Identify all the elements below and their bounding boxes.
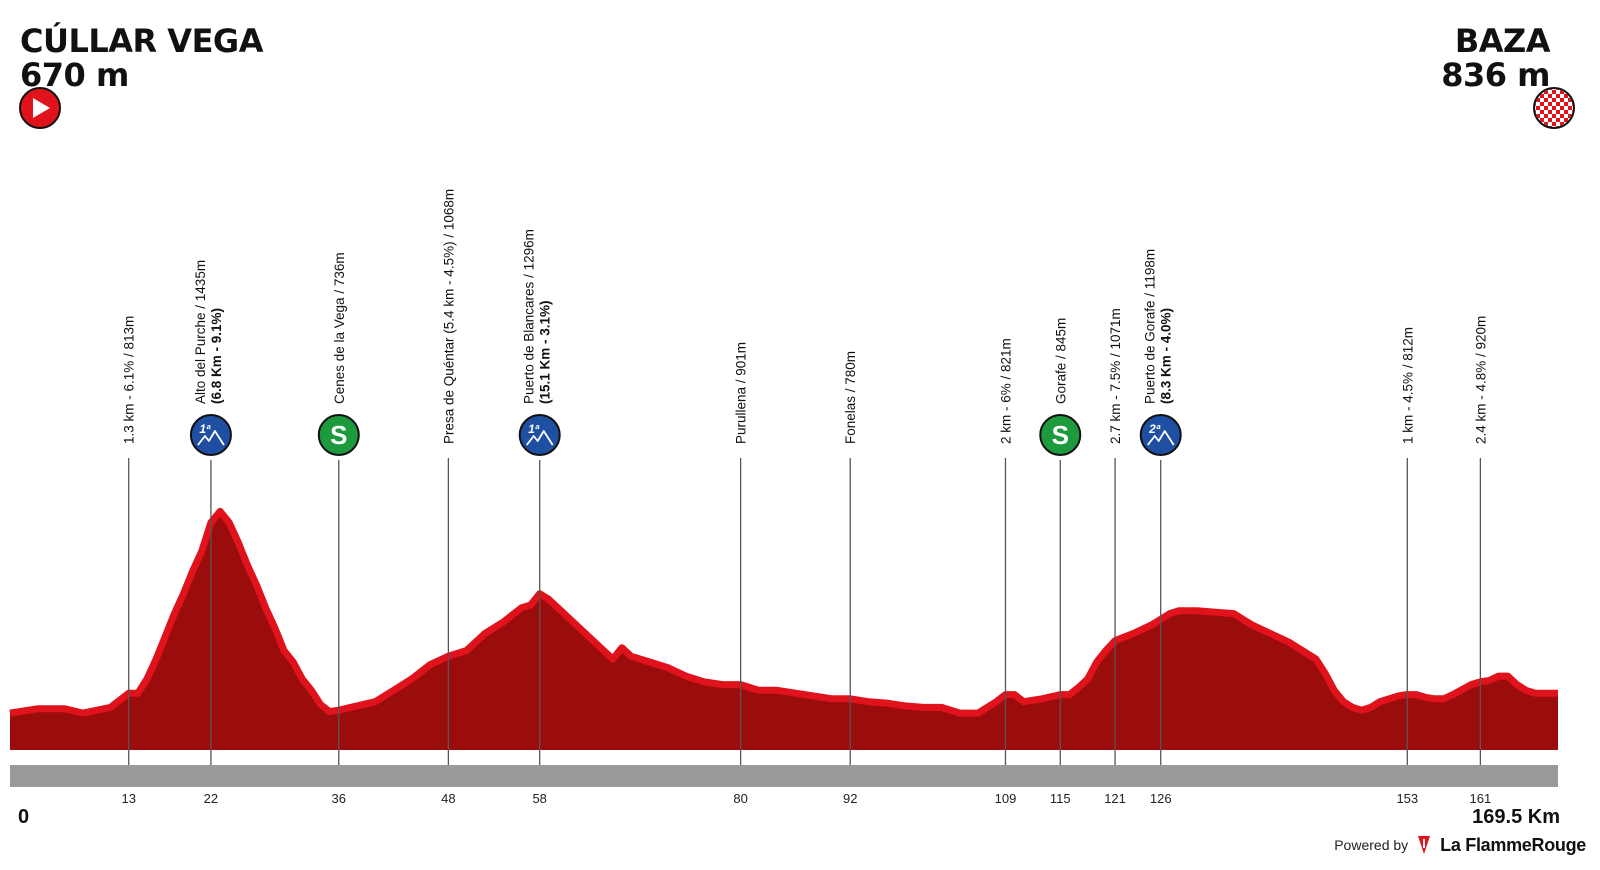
finish-altitude: 836 m <box>1441 56 1550 94</box>
marker-label: Cenes de la Vega / 736m <box>332 252 347 404</box>
finish-flag-icon <box>1533 87 1575 129</box>
km-total-label: 169.5 Km <box>1472 806 1560 828</box>
sprint-badge-icon <box>1039 414 1082 456</box>
marker-label: Presa de Quéntar (5.4 km - 4.5%) / 1068m <box>441 189 456 444</box>
marker-label: 2.4 km - 4.8% / 920m <box>1473 316 1488 444</box>
km-bar-layer <box>10 765 1558 787</box>
brand-name: La FlammeRouge <box>1440 834 1586 855</box>
marker-label: Puerto de Blancares / 1296m <box>522 229 537 404</box>
marker-sublabel: (15.1 Km - 3.1%) <box>538 300 553 404</box>
marker-lines-layer <box>128 458 1482 765</box>
km-tick-label: 115 <box>1050 791 1071 806</box>
km-tick-label: 153 <box>1396 791 1418 806</box>
km-tick-label: 48 <box>441 791 455 806</box>
km-tick-label: 36 <box>332 791 346 806</box>
climb-badge-icon <box>189 414 232 456</box>
marker-label: Purullena / 901m <box>734 342 749 444</box>
marker-label: 2.7 km - 7.5% / 1071m <box>1108 308 1123 444</box>
km-tick-label: 22 <box>204 791 218 806</box>
flamme-rouge-logo-icon <box>1418 836 1431 854</box>
profile-layer <box>9 507 1558 750</box>
mountain-icon <box>1147 430 1175 446</box>
mountain-icon <box>197 430 225 446</box>
profile-edge <box>9 507 1558 717</box>
km-tick-label: 92 <box>843 791 857 806</box>
badges-layer: 1ª S 1ª S 2ª <box>189 414 1182 456</box>
km-tick-label: 126 <box>1150 791 1172 806</box>
climb-category-label: 2ª <box>1148 422 1161 436</box>
marker-label: Alto del Purche / 1435m <box>193 260 208 404</box>
km-tick-label: 58 <box>532 791 546 806</box>
km-tick-label: 13 <box>121 791 135 806</box>
powered-by-text: Powered by <box>1334 837 1409 853</box>
km-bar <box>10 765 1558 787</box>
start-town: CÚLLAR VEGA <box>20 22 263 60</box>
mountain-icon <box>525 430 554 446</box>
climb-category-label: 1ª <box>528 422 540 436</box>
sprint-badge-letter: S <box>1052 420 1069 450</box>
marker-label: 1.3 km - 6.1% / 813m <box>122 316 137 444</box>
marker-label: Gorafe / 845m <box>1053 318 1068 404</box>
start-flag-icon <box>19 87 61 129</box>
marker-sublabel: (8.3 Km - 4.0%) <box>1159 308 1174 404</box>
km-tick-label: 161 <box>1470 791 1492 806</box>
marker-label: 1 km - 4.5% / 812m <box>1400 327 1415 444</box>
marker-label: Fonelas / 780m <box>843 351 858 444</box>
km-tick-label: 80 <box>733 791 747 806</box>
marker-sublabel: (6.8 Km - 9.1%) <box>209 308 224 404</box>
km-tick-label: 121 <box>1104 791 1126 806</box>
sprint-badge-letter: S <box>330 420 347 450</box>
climb-category-label: 1ª <box>199 422 211 436</box>
marker-labels-layer: 13 1.3 km - 6.1% / 813m 22 Alto del Purche … <box>121 189 1491 806</box>
powered-by: Powered by La FlammeRouge <box>1334 834 1586 856</box>
climb-badge-icon <box>1139 414 1182 456</box>
climb-badge-icon <box>518 414 561 456</box>
sprint-badge-icon <box>317 414 360 456</box>
km-zero-label: 0 <box>18 806 30 828</box>
marker-label: Puerto de Gorafe / 1198m <box>1143 249 1158 404</box>
finish-town: BAZA <box>1454 22 1551 60</box>
marker-label: 2 km - 6% / 821m <box>998 338 1013 444</box>
km-tick-label: 109 <box>995 791 1017 806</box>
